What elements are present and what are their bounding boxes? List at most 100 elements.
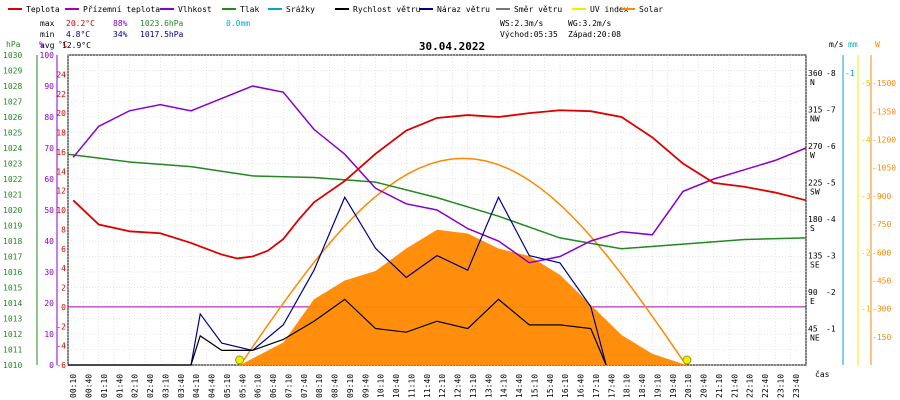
time-tick-label: 06:10	[254, 374, 263, 398]
humidity-tick-label: 50	[44, 206, 54, 215]
chart-legend: Teplota Přízemní teplota Vlhkost Tlak Srážky…	[8, 5, 663, 14]
stats-rain: 0.0mm	[226, 19, 250, 28]
pressure-tick-label: 1028	[3, 82, 22, 91]
legend-label: Přízemní teplota	[83, 5, 160, 14]
stats-avg-label: avg	[40, 41, 55, 50]
temp-tick-label: 0	[61, 303, 66, 312]
wind-dir-compass-label: SE	[810, 261, 820, 270]
time-tick-label: 19:40	[669, 374, 678, 398]
pressure-tick-label: 1011	[3, 346, 22, 355]
temp-tick-label: -2	[56, 322, 66, 331]
time-tick-label: 13:10	[469, 374, 478, 398]
time-tick-label: 23:10	[776, 374, 785, 398]
time-tick-label: 02:40	[146, 374, 155, 398]
time-tick-label: 11:40	[423, 374, 432, 398]
temp-tick-label: 4	[61, 264, 66, 273]
plot-area	[67, 85, 807, 366]
time-tick-label: 04:10	[192, 374, 201, 398]
pressure-line	[67, 153, 807, 250]
time-tick-label: 04:40	[208, 374, 217, 398]
stats-min-temp: 4.8°C	[66, 30, 90, 39]
time-tick-label: 19:10	[653, 374, 662, 398]
wind-dir-compass-label: S	[810, 224, 815, 233]
wind-speed-tick-label: -1	[826, 325, 836, 334]
humidity-line	[72, 85, 807, 264]
wind-gust-line	[68, 195, 607, 366]
stats-max-hum: 88%	[113, 19, 128, 28]
temp-tick-label: 18	[56, 129, 66, 138]
pressure-tick-label: 1024	[3, 144, 22, 153]
solar-tick-label: -900	[872, 192, 891, 201]
wind-dir-tick-label: 45	[808, 325, 818, 334]
pressure-tick-label: 1026	[3, 113, 22, 122]
time-tick-label: 21:10	[715, 374, 724, 398]
wind-speed-tick-label: -6	[826, 142, 836, 151]
pressure-tick-label: 1025	[3, 129, 22, 138]
temp-tick-label: 10	[56, 206, 66, 215]
time-tick-label: 05:10	[223, 374, 232, 398]
temp-tick-label: 2	[61, 284, 66, 293]
wind-ws: WS:2.3m/s	[500, 19, 544, 28]
humidity-tick-label: 90	[44, 82, 54, 91]
humidity-tick-label: 20	[44, 299, 54, 308]
solar-tick-label: -1500	[872, 79, 896, 88]
chart-date-title: 30.04.2022	[419, 40, 485, 53]
solar-tick-label: -1350	[872, 107, 896, 116]
solar-tick-label: -450	[872, 276, 891, 285]
time-tick-label: 09:40	[361, 374, 370, 398]
pressure-tick-label: 1017	[3, 253, 22, 262]
stats-min-hum: 34%	[113, 30, 128, 39]
stats-min-press: 1017.5hPa	[140, 30, 184, 39]
sunset-marker	[682, 355, 692, 365]
temp-tick-label: -6	[56, 361, 66, 370]
solar-tick-label: -150	[872, 333, 891, 342]
time-tick-label: 17:40	[607, 374, 616, 398]
stats-block: max 20.2°C 88% 1023.6hPa 0.0mm min 4.8°C…	[40, 19, 621, 50]
pressure-tick-label: 1013	[3, 315, 22, 324]
time-tick-label: 01:40	[115, 374, 124, 398]
time-tick-label: 14:40	[515, 374, 524, 398]
legend-label: Teplota	[26, 5, 60, 14]
time-tick-label: 20:10	[684, 374, 693, 398]
solar-tick-label: -1050	[872, 164, 896, 173]
temp-tick-label: 12	[56, 187, 66, 196]
unit-percent: %	[39, 40, 44, 49]
temp-tick-label: 16	[56, 148, 66, 157]
unit-w: W	[875, 40, 880, 49]
stats-max-temp: 20.2°C	[66, 19, 95, 28]
legend-label: Tlak	[240, 5, 259, 14]
pressure-tick-label: 1022	[3, 175, 22, 184]
y-axes: 1010101110121013101410151016101710181019…	[3, 51, 896, 370]
time-tick-label: 15:40	[546, 374, 555, 398]
time-tick-label: 03:10	[161, 374, 170, 398]
pressure-tick-label: 1015	[3, 284, 22, 293]
wind-speed-tick-label: -4	[826, 215, 836, 224]
uv-tick-label: -4	[861, 136, 871, 145]
unit-hpa: hPa	[6, 40, 21, 49]
uv-tick-label: -5	[861, 79, 871, 88]
stats-avg-temp: 12.9°C	[62, 41, 91, 50]
time-tick-label: 20:40	[700, 374, 709, 398]
time-tick-label: 18:40	[638, 374, 647, 398]
sunset: Západ:20:08	[568, 30, 621, 39]
wind-dir-tick-label: 360	[808, 69, 823, 78]
time-tick-label: 23:40	[792, 374, 801, 398]
time-tick-label: 12:10	[438, 374, 447, 398]
wind-speed-tick-label: -5	[826, 179, 836, 188]
time-tick-label: 22:10	[746, 374, 755, 398]
temp-tick-label: 6	[61, 245, 66, 254]
humidity-tick-label: 40	[44, 237, 54, 246]
wind-dir-tick-label: 315	[808, 106, 823, 115]
temp-tick-label: 22	[56, 90, 66, 99]
wind-speed-tick-label: -3	[826, 252, 836, 261]
humidity-tick-label: 10	[44, 330, 54, 339]
wind-dir-compass-label: W	[810, 151, 815, 160]
time-tick-label: 00:10	[69, 374, 78, 398]
humidity-tick-label: 80	[44, 113, 54, 122]
pressure-tick-label: 1029	[3, 67, 22, 76]
temp-tick-label: 14	[56, 167, 66, 176]
legend-label: Srážky	[286, 5, 315, 14]
pressure-tick-label: 1014	[3, 299, 22, 308]
unit-ms: m/s	[829, 40, 844, 49]
